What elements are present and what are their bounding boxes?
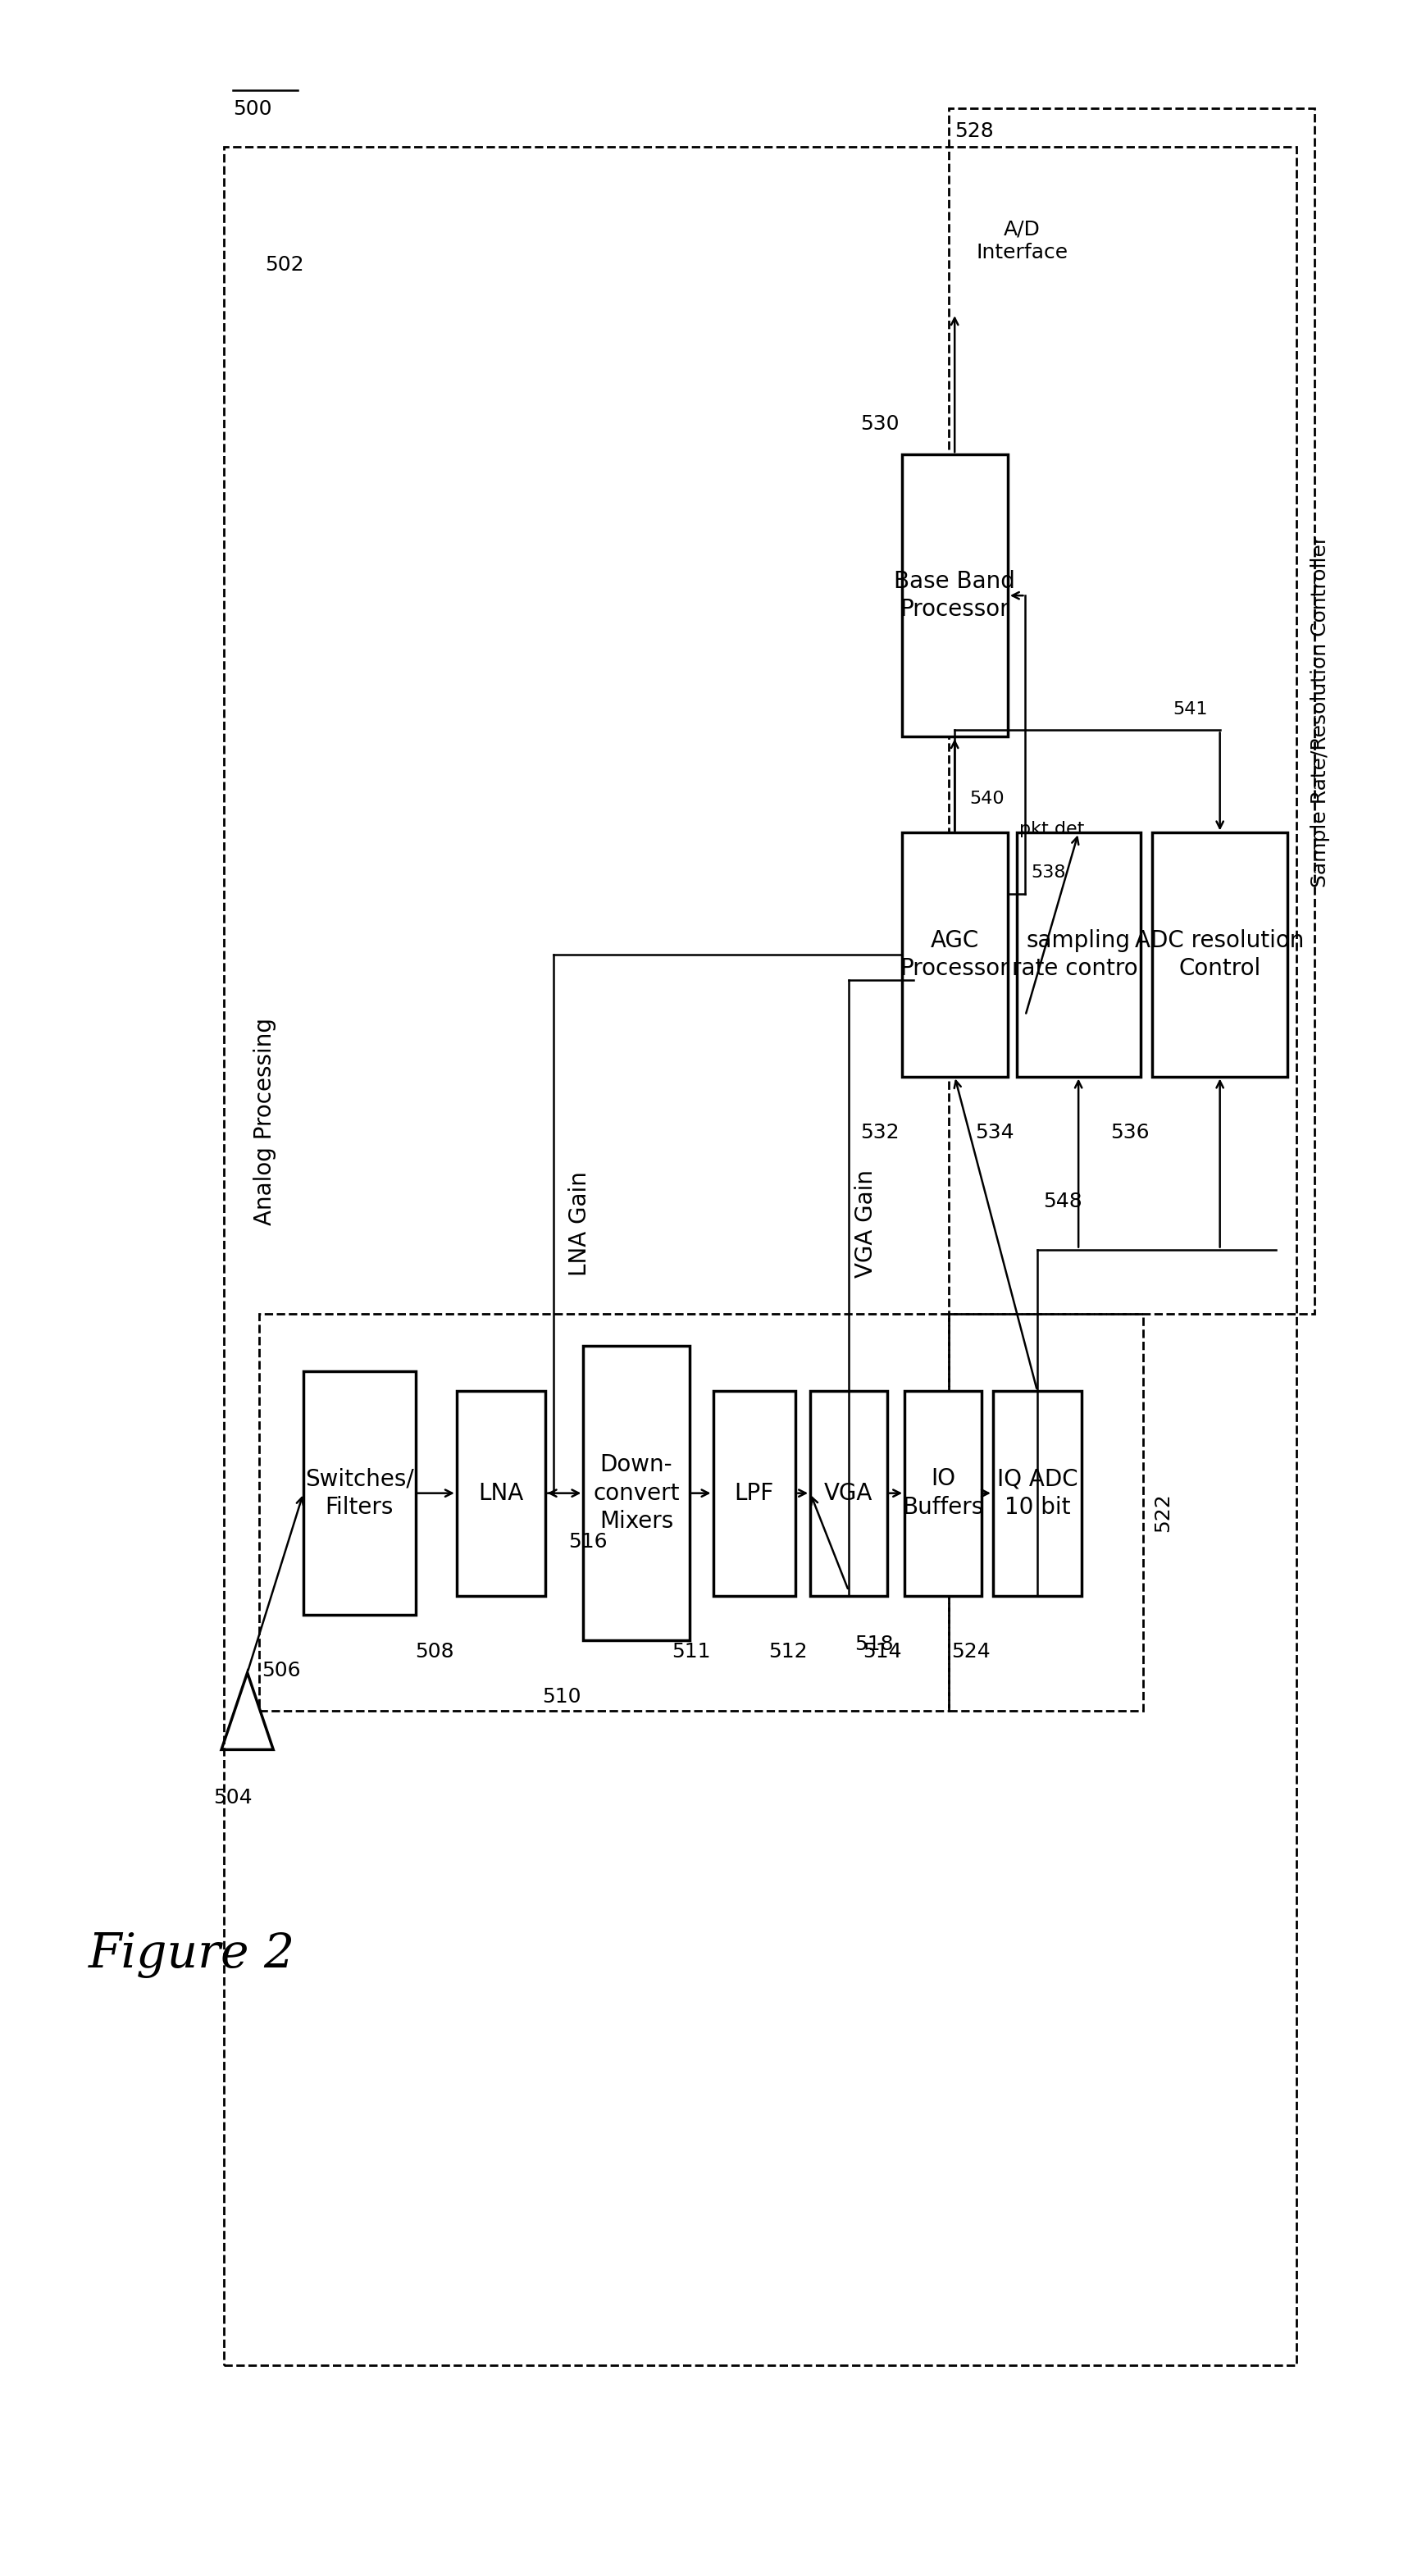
Bar bbox=[948, 108, 1315, 1314]
Text: Switches/
Filters: Switches/ Filters bbox=[305, 1468, 414, 1520]
Text: pkt det: pkt det bbox=[1020, 822, 1085, 837]
Text: LPF: LPF bbox=[734, 1481, 774, 1504]
Text: 510: 510 bbox=[542, 1687, 580, 1705]
Text: 518: 518 bbox=[854, 1633, 894, 1654]
Text: 500: 500 bbox=[234, 98, 272, 118]
Text: 538: 538 bbox=[1031, 866, 1067, 881]
Text: 522: 522 bbox=[1152, 1494, 1172, 1533]
Text: 514: 514 bbox=[863, 1641, 903, 1662]
Text: 508: 508 bbox=[415, 1641, 455, 1662]
Text: Figure 2: Figure 2 bbox=[88, 1932, 295, 1978]
Text: 534: 534 bbox=[975, 1123, 1014, 1141]
Text: 540: 540 bbox=[970, 791, 1005, 806]
Text: LNA: LNA bbox=[478, 1481, 523, 1504]
Text: A/D
Interface: A/D Interface bbox=[975, 219, 1068, 263]
Text: ADC resolution
Control: ADC resolution Control bbox=[1135, 930, 1305, 981]
Text: AGC
Processor: AGC Processor bbox=[900, 930, 1010, 981]
Text: 530: 530 bbox=[860, 415, 900, 433]
Bar bbox=[901, 832, 1008, 1077]
Text: 516: 516 bbox=[568, 1533, 607, 1551]
Text: 528: 528 bbox=[954, 121, 994, 142]
Text: VGA: VGA bbox=[824, 1481, 873, 1504]
Bar bbox=[901, 453, 1008, 737]
Text: 502: 502 bbox=[265, 255, 304, 276]
Text: 511: 511 bbox=[672, 1641, 710, 1662]
Bar bbox=[583, 1345, 689, 1641]
Text: VGA Gain: VGA Gain bbox=[854, 1170, 877, 1278]
Text: 504: 504 bbox=[214, 1788, 252, 1808]
Bar bbox=[810, 1391, 887, 1595]
Text: LNA Gain: LNA Gain bbox=[568, 1172, 590, 1275]
Text: IO
Buffers: IO Buffers bbox=[903, 1468, 984, 1520]
Bar bbox=[456, 1391, 545, 1595]
Text: Base Band
Processor: Base Band Processor bbox=[894, 569, 1015, 621]
Bar bbox=[904, 1391, 981, 1595]
Text: Analog Processing: Analog Processing bbox=[254, 1018, 277, 1226]
Bar bbox=[260, 1314, 948, 1710]
Bar bbox=[304, 1370, 415, 1615]
Text: sampling
rate control: sampling rate control bbox=[1012, 930, 1145, 981]
Text: 548: 548 bbox=[1042, 1190, 1082, 1211]
Text: IQ ADC
10 bit: IQ ADC 10 bit bbox=[997, 1468, 1078, 1520]
Bar bbox=[713, 1391, 796, 1595]
Text: Down-
convert
Mixers: Down- convert Mixers bbox=[593, 1453, 680, 1533]
Bar bbox=[1152, 832, 1288, 1077]
Text: Sample Rate/Resolution Controller: Sample Rate/Resolution Controller bbox=[1310, 536, 1330, 886]
Text: 506: 506 bbox=[262, 1662, 301, 1680]
Text: 541: 541 bbox=[1174, 701, 1208, 716]
Bar bbox=[224, 147, 1296, 2365]
Text: 524: 524 bbox=[951, 1641, 991, 1662]
Text: 532: 532 bbox=[860, 1123, 900, 1141]
Bar bbox=[1017, 832, 1141, 1077]
Bar bbox=[948, 1314, 1144, 1710]
Bar bbox=[992, 1391, 1081, 1595]
Text: 512: 512 bbox=[769, 1641, 809, 1662]
Text: 536: 536 bbox=[1111, 1123, 1149, 1141]
